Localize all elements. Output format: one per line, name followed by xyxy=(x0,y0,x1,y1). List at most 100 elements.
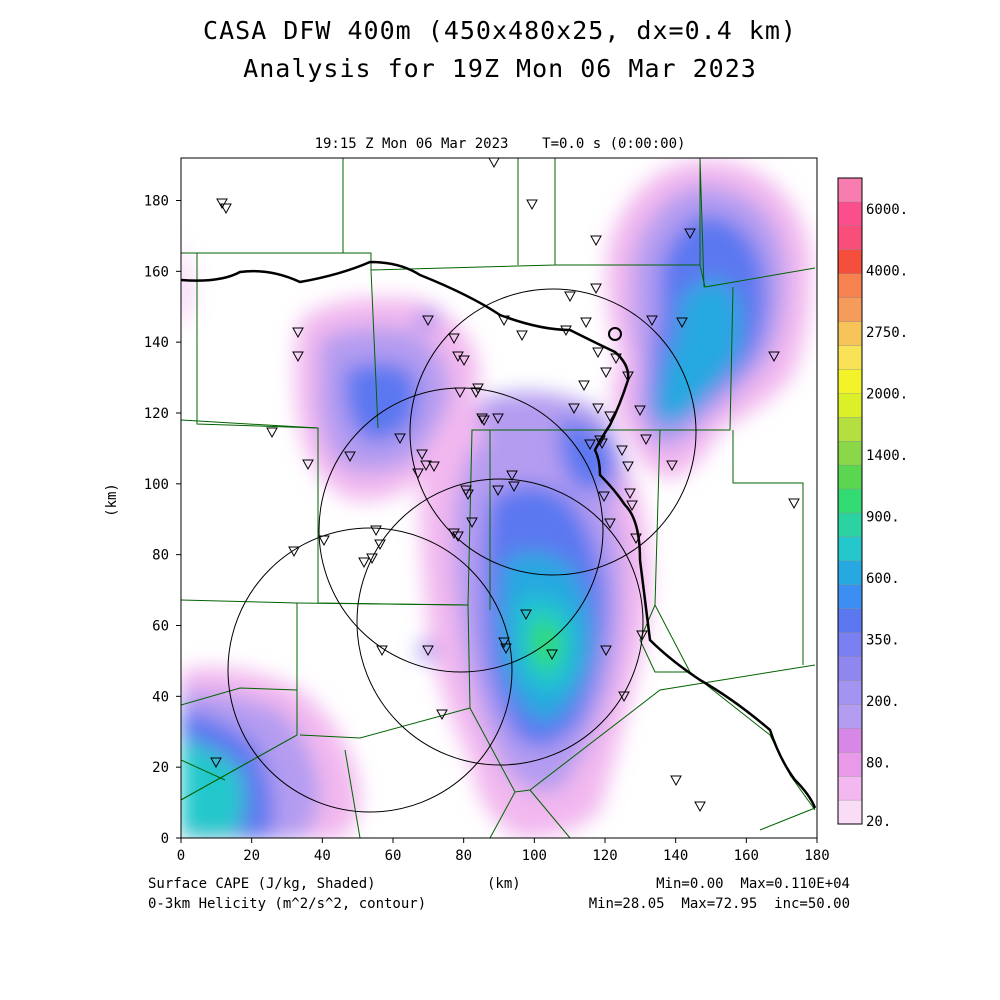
colorbar-swatch xyxy=(837,345,863,370)
x-tick-label: 0 xyxy=(177,848,185,864)
station-marker xyxy=(498,315,510,327)
station-marker xyxy=(472,383,484,395)
station-marker xyxy=(462,489,474,501)
station-marker xyxy=(578,380,590,392)
footer-helicity-label: 0-3km Helicity (m^2/s^2, contour) xyxy=(148,896,427,912)
station-marker xyxy=(488,158,500,169)
footer-cape-label: Surface CAPE (J/kg, Shaded) xyxy=(148,876,376,892)
station-markers xyxy=(210,158,800,813)
colorbar-swatch xyxy=(837,321,863,346)
y-tick-label: 120 xyxy=(144,406,169,422)
valid-time-label: 19:15 Z Mon 06 Mar 2023 T=0.0 s (0:00:00… xyxy=(314,136,686,152)
station-marker xyxy=(500,643,512,655)
colorbar-swatch xyxy=(837,369,863,394)
county-boundaries xyxy=(181,158,816,838)
station-marker xyxy=(492,485,504,497)
colorbar-swatch xyxy=(837,704,863,729)
y-tick-label: 20 xyxy=(152,760,169,776)
station-marker xyxy=(210,757,222,769)
colorbar-label: 900. xyxy=(866,509,900,525)
station-marker xyxy=(560,325,572,337)
radar-site-marker xyxy=(608,327,622,341)
map-title-line1: CASA DFW 400m (450x480x25, dx=0.4 km) xyxy=(203,16,797,45)
station-marker xyxy=(292,351,304,363)
station-marker xyxy=(420,460,432,472)
y-tick-label: 160 xyxy=(144,264,169,280)
colorbar-swatch xyxy=(837,512,863,538)
y-tick-label: 40 xyxy=(152,689,169,705)
colorbar-swatch xyxy=(837,680,863,705)
station-marker xyxy=(516,330,528,342)
colorbar-swatch xyxy=(837,632,863,657)
colorbar-swatch xyxy=(837,728,863,753)
colorbar-label: 80. xyxy=(866,755,891,771)
station-marker xyxy=(592,347,604,359)
colorbar-swatch xyxy=(837,464,863,490)
station-marker xyxy=(604,518,616,530)
colorbar-swatch xyxy=(837,775,863,801)
station-marker xyxy=(768,351,780,363)
x-tick-label: 160 xyxy=(734,848,759,864)
station-marker xyxy=(422,645,434,657)
station-marker xyxy=(220,203,232,215)
station-marker xyxy=(492,413,504,425)
station-marker xyxy=(670,775,682,787)
map-title-line2: Analysis for 19Z Mon 06 Mar 2023 xyxy=(243,54,757,83)
x-tick-label: 60 xyxy=(385,848,402,864)
station-marker xyxy=(600,367,612,379)
station-marker xyxy=(636,630,648,642)
station-marker xyxy=(640,434,652,446)
station-marker xyxy=(646,315,658,327)
colorbar-swatch xyxy=(837,488,863,514)
footer-cape-range: Min=0.00 Max=0.110E+04 xyxy=(656,876,850,892)
y-tick-label: 0 xyxy=(161,831,169,847)
station-marker xyxy=(266,427,278,439)
colorbar-swatch xyxy=(837,584,863,609)
station-marker xyxy=(344,451,356,463)
station-marker xyxy=(624,488,636,500)
colorbar-label: 2000. xyxy=(866,386,908,402)
station-marker xyxy=(436,709,448,721)
colorbar-swatch xyxy=(837,560,863,585)
x-tick-label: 180 xyxy=(804,848,829,864)
station-marker xyxy=(422,315,434,327)
colorbar-label: 600. xyxy=(866,571,900,587)
station-marker xyxy=(604,411,616,423)
colorbar-label: 4000. xyxy=(866,263,908,279)
station-marker xyxy=(374,539,386,551)
y-tick-label: 60 xyxy=(152,619,169,635)
colorbar-label: 350. xyxy=(866,632,900,648)
footer-helicity-range: Min=28.05 Max=72.95 inc=50.00 xyxy=(588,896,850,912)
colorbar-swatch xyxy=(837,417,863,442)
station-marker xyxy=(630,533,642,545)
x-tick-label: 20 xyxy=(243,848,260,864)
colorbar-swatch xyxy=(837,273,863,298)
station-marker xyxy=(288,546,300,558)
colorbar-swatch xyxy=(837,201,863,227)
y-axis-label: (km) xyxy=(104,483,120,517)
station-marker xyxy=(318,535,330,547)
x-tick-label: 40 xyxy=(314,848,331,864)
station-marker xyxy=(622,371,634,383)
station-marker xyxy=(568,403,580,415)
station-marker xyxy=(428,461,440,473)
station-marker xyxy=(594,435,606,447)
plot-frame xyxy=(180,157,818,839)
colorbar-swatch xyxy=(837,656,863,681)
station-marker xyxy=(616,445,628,457)
station-marker xyxy=(626,500,638,512)
x-axis: 0 20 40 60 80 100 120 140 160 180 xyxy=(177,838,830,864)
colorbar-label: 6000. xyxy=(866,202,908,218)
y-axis: 0 20 40 60 80 100 120 140 160 180 xyxy=(144,194,181,847)
colorbar-swatch xyxy=(837,177,863,203)
colorbar-swatch xyxy=(837,441,863,466)
station-marker xyxy=(454,387,466,399)
station-marker xyxy=(580,317,592,329)
y-tick-label: 180 xyxy=(144,194,169,210)
x-tick-label: 100 xyxy=(522,848,547,864)
cape-shading xyxy=(181,160,811,838)
station-marker xyxy=(478,415,490,427)
y-tick-label: 140 xyxy=(144,335,169,351)
colorbar-swatch xyxy=(837,536,863,561)
y-tick-label: 80 xyxy=(152,548,169,564)
